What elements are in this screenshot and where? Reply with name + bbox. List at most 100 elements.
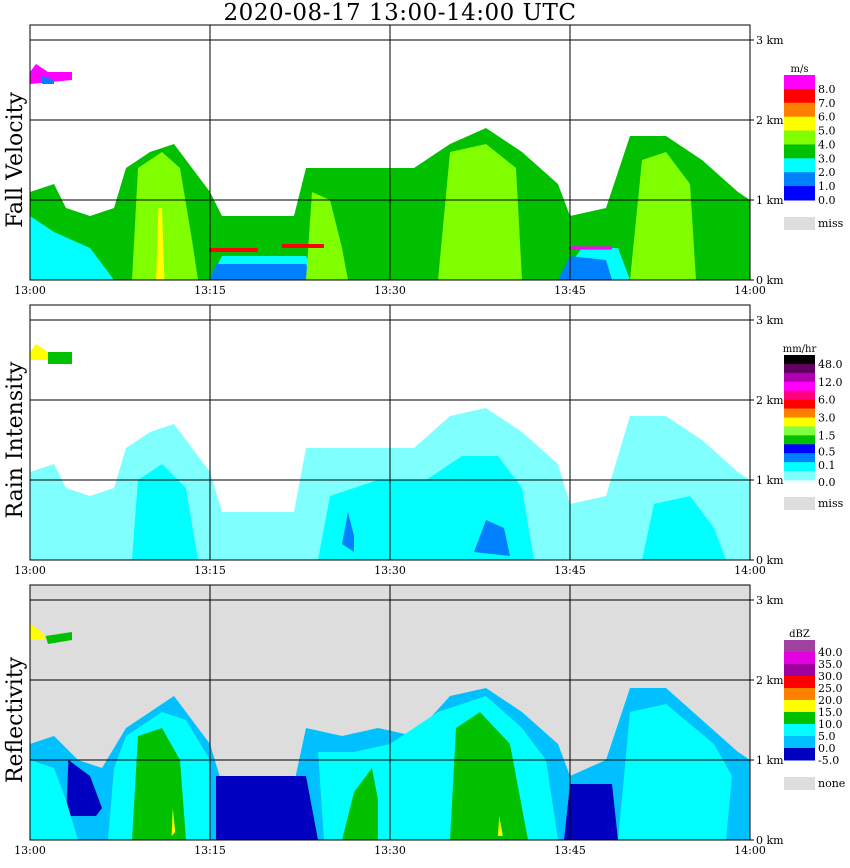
- legend-swatch: [784, 676, 815, 689]
- legend-label: 4.0: [818, 138, 836, 151]
- legend-label: 3.0: [818, 152, 836, 165]
- figure-title: 2020-08-17 13:00-14:00 UTC: [223, 0, 577, 26]
- legend-label: 2.0: [818, 166, 836, 179]
- legend-swatch: [784, 471, 815, 481]
- y-axis-label: Rain Intensity: [3, 361, 28, 518]
- legend-label: 0.0: [818, 742, 836, 755]
- legend-label: 3.0: [818, 412, 836, 425]
- legend-missing-label: miss: [818, 217, 844, 230]
- legend-swatch: [784, 724, 815, 737]
- y-tick-label: 2 km: [756, 114, 784, 127]
- legend-swatch: [784, 186, 815, 201]
- x-tick-label: 14:00: [734, 564, 766, 577]
- legend-swatch: [784, 381, 815, 392]
- echo-region: [30, 624, 46, 640]
- legend-unit: dBZ: [789, 629, 810, 640]
- legend-swatch: [784, 399, 815, 410]
- panel-1: 0 km 1 km 2 km 3 km 13:00 13:15 13:30 13:45 14:0…: [3, 304, 844, 577]
- legend-swatch: [784, 426, 815, 436]
- echo-region: [306, 192, 348, 280]
- panel-frame: [29, 24, 751, 281]
- legend-unit: mm/hr: [783, 344, 817, 355]
- echo-region: [156, 208, 165, 280]
- echo-region: [450, 712, 528, 840]
- legend-swatch: [784, 408, 815, 418]
- x-tick-label: 13:00: [14, 284, 46, 297]
- y-tick-label: 0 km: [756, 274, 784, 287]
- legend-swatch: [784, 417, 815, 427]
- legend-swatch: [784, 144, 815, 159]
- echo-region: [48, 352, 72, 364]
- echo-region: [498, 816, 503, 836]
- y-tick-label: 1 km: [756, 474, 784, 487]
- x-tick-label: 13:30: [374, 844, 406, 857]
- legend-missing-swatch: [784, 217, 815, 230]
- legend-swatch: [784, 372, 815, 383]
- x-tick-label: 13:00: [14, 564, 46, 577]
- y-tick-label: 0 km: [756, 834, 784, 847]
- legend-label: 20.0: [818, 694, 843, 707]
- legend-swatch: [784, 664, 815, 677]
- y-tick-label: 2 km: [756, 394, 784, 407]
- legend-label: 6.0: [818, 111, 836, 124]
- y-tick-label: 1 km: [756, 194, 784, 207]
- echo-region: [210, 248, 258, 252]
- legend-label: 15.0: [818, 706, 843, 719]
- echo-region: [132, 464, 198, 560]
- echo-region: [132, 152, 198, 280]
- echo-region: [210, 256, 612, 280]
- echo-region: [342, 512, 354, 552]
- x-tick-label: 13:15: [194, 844, 226, 857]
- legend-swatch: [784, 355, 815, 365]
- y-tick-label: 3 km: [756, 594, 784, 607]
- legend-missing-swatch: [784, 777, 815, 790]
- legend-swatch: [784, 172, 815, 187]
- legend-label: 1.5: [818, 429, 836, 442]
- y-axis-label: Reflectivity: [3, 656, 28, 783]
- legend-label: 40.0: [818, 646, 843, 659]
- echo-region: [30, 64, 72, 84]
- x-tick-label: 13:30: [374, 564, 406, 577]
- x-tick-label: 13:30: [374, 284, 406, 297]
- legend-swatch: [784, 130, 815, 145]
- panel-frame: [29, 304, 751, 561]
- y-tick-label: 2 km: [756, 674, 784, 687]
- echo-region: [30, 760, 78, 840]
- legend-swatch: [784, 453, 815, 463]
- legend-swatch: [784, 363, 815, 374]
- echo-region: [132, 728, 186, 840]
- legend-label: 12.0: [818, 376, 843, 389]
- legend-label: 1.0: [818, 180, 836, 193]
- legend-label: 25.0: [818, 682, 843, 695]
- legend-swatch: [784, 116, 815, 132]
- echo-region: [642, 496, 726, 560]
- panel-2: 0 km 1 km 2 km 3 km 13:00 13:15 13:30 13:45 14:0…: [3, 584, 845, 857]
- x-tick-label: 14:00: [734, 844, 766, 857]
- legend-swatch: [784, 75, 815, 90]
- legend-swatch: [784, 444, 815, 454]
- legend-swatch: [784, 102, 815, 118]
- echo-region: [564, 784, 618, 840]
- legend-label: 35.0: [818, 658, 843, 671]
- legend-swatch: [784, 158, 815, 173]
- legend-label: 10.0: [818, 718, 843, 731]
- y-tick-label: 3 km: [756, 314, 784, 327]
- echo-region: [171, 808, 176, 836]
- echo-region: [282, 244, 324, 248]
- legend-swatch: [784, 640, 815, 653]
- echo-region: [630, 152, 696, 280]
- legend-label: 0.5: [818, 445, 836, 458]
- echo-region: [570, 246, 612, 250]
- legend-missing-label: miss: [818, 497, 844, 510]
- echo-region: [45, 632, 72, 644]
- x-tick-label: 13:15: [194, 284, 226, 297]
- echo-region: [474, 520, 510, 556]
- x-tick-label: 13:15: [194, 564, 226, 577]
- y-axis-label: Fall Velocity: [3, 92, 28, 228]
- x-tick-label: 13:45: [554, 284, 586, 297]
- legend-label: 8.0: [818, 83, 836, 96]
- legend-swatch: [784, 748, 815, 761]
- legend-label: 30.0: [818, 670, 843, 683]
- legend-label: 0.1: [818, 459, 836, 472]
